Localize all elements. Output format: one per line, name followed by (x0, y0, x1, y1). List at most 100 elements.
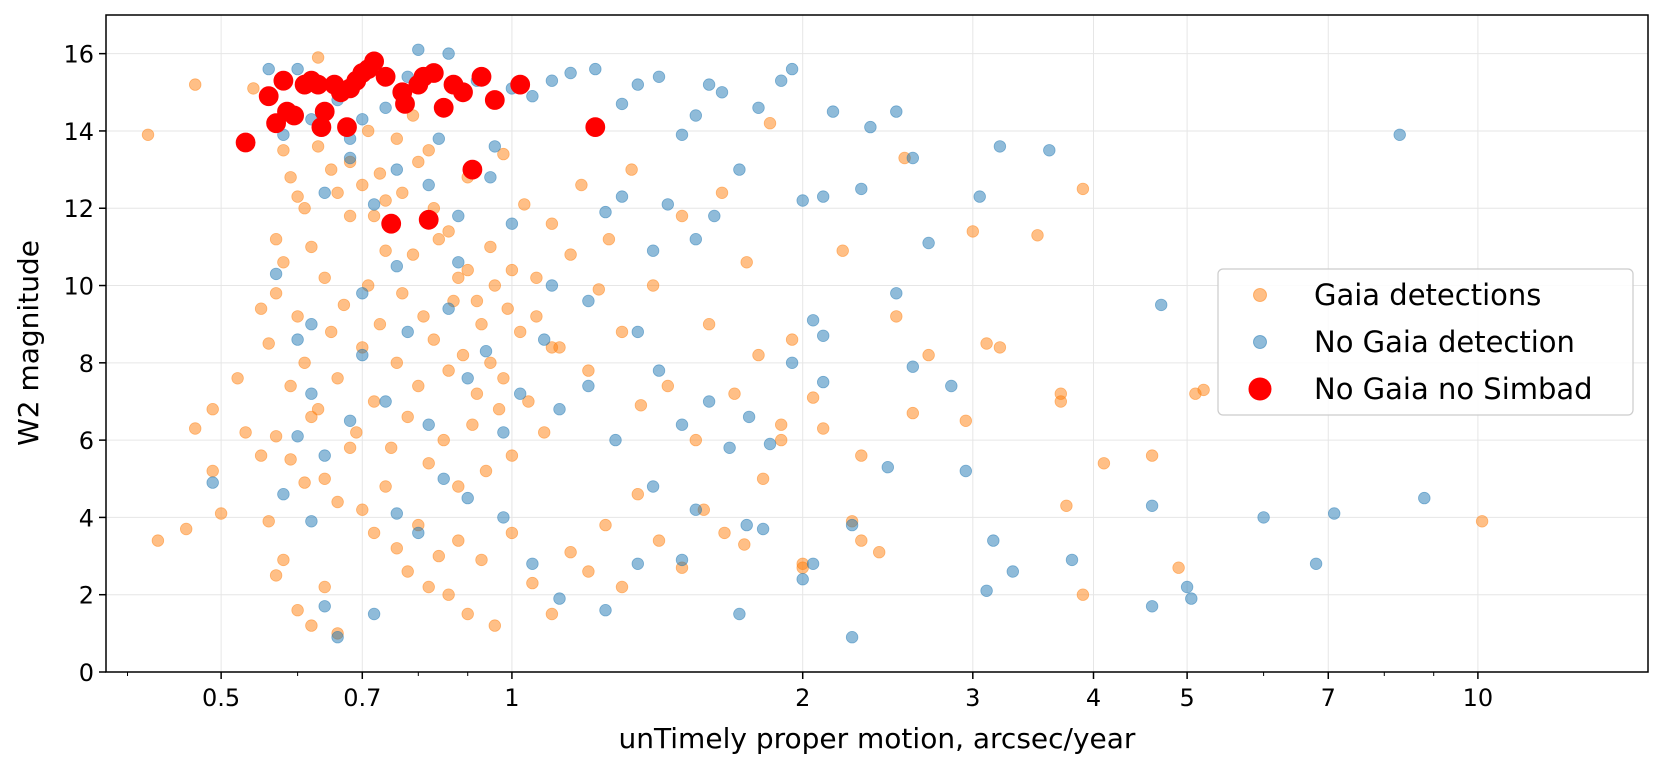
data-point (1145, 499, 1159, 513)
data-point (817, 422, 830, 435)
legend-label: No Gaia no Simbad (1314, 372, 1593, 406)
x-axis: 0.5 0.7 1 2 3 4 5 7 10 (127, 672, 1493, 712)
data-point (775, 74, 788, 87)
data-point (367, 607, 381, 621)
data-point (589, 62, 602, 76)
data-point (1043, 144, 1056, 157)
data-point (269, 430, 283, 443)
data-point (412, 379, 425, 393)
data-point (796, 561, 809, 574)
data-point (585, 117, 606, 137)
data-point (141, 128, 155, 142)
data-point (582, 294, 595, 308)
data-point (631, 557, 645, 571)
y-axis: 0 2 4 6 8 10 12 14 16 (63, 41, 106, 687)
data-point (305, 619, 318, 632)
data-point (740, 518, 753, 532)
legend-marker (1248, 377, 1272, 401)
data-point (417, 310, 430, 323)
data-point (702, 78, 716, 91)
data-point (422, 418, 435, 431)
x-tick-label: 5 (1179, 684, 1194, 712)
data-point (505, 526, 519, 540)
data-point (1060, 499, 1073, 513)
data-point (432, 232, 446, 246)
data-point (646, 279, 660, 292)
data-point (331, 495, 344, 509)
data-point (258, 86, 279, 107)
data-point (855, 182, 868, 196)
data-point (836, 244, 849, 257)
data-point (461, 263, 474, 277)
data-point (343, 441, 357, 455)
data-point (356, 287, 369, 300)
data-point (740, 256, 753, 269)
x-tick-label: 4 (1086, 684, 1101, 712)
data-point (367, 526, 381, 540)
data-point (652, 70, 666, 84)
data-point (453, 82, 473, 103)
data-point (906, 406, 920, 420)
data-point (412, 43, 425, 57)
data-point (331, 631, 344, 644)
data-point (634, 399, 648, 412)
data-point (461, 607, 474, 621)
legend-box (1217, 268, 1634, 416)
data-point (526, 557, 539, 571)
data-point (269, 287, 283, 300)
data-point (298, 356, 311, 370)
data-point (470, 294, 484, 308)
data-point (364, 51, 385, 72)
data-point (582, 364, 595, 377)
data-point (796, 573, 809, 586)
data-point (375, 66, 396, 87)
data-point (401, 410, 414, 424)
data-point (538, 426, 551, 439)
data-point (775, 418, 788, 431)
data-point (505, 217, 519, 230)
data-point (514, 387, 527, 400)
data-point (452, 480, 465, 493)
data-point (845, 631, 859, 644)
x-tick-label: 0.7 (343, 684, 381, 712)
data-point (661, 198, 675, 211)
data-point (615, 325, 629, 339)
data-point (284, 171, 297, 184)
data-point (723, 441, 736, 455)
data-point (373, 318, 387, 331)
axes-frame (105, 14, 1649, 673)
data-point (615, 97, 629, 111)
data-point (406, 248, 420, 261)
data-point (689, 232, 703, 246)
data-point (277, 553, 290, 567)
data-point (390, 542, 404, 555)
legend-marker (1253, 288, 1267, 302)
data-point (311, 51, 325, 64)
x-tick-label: 1 (504, 684, 519, 712)
data-point (497, 372, 510, 385)
data-point (350, 426, 363, 439)
data-point (817, 190, 830, 203)
data-point (1076, 182, 1090, 196)
data-point (615, 190, 629, 203)
data-point (1393, 128, 1406, 142)
data-point (484, 240, 497, 254)
data-point (906, 151, 920, 165)
data-point (452, 271, 465, 285)
x-tick-label: 7 (1321, 684, 1336, 712)
data-point (689, 503, 703, 516)
data-point (462, 159, 483, 180)
data-point (775, 433, 788, 447)
data-point (470, 387, 484, 400)
data-point (817, 375, 830, 389)
data-point (432, 132, 446, 145)
data-point (291, 190, 304, 203)
data-point (318, 580, 331, 594)
data-point (738, 538, 751, 551)
data-point (505, 449, 519, 462)
data-point (718, 526, 731, 540)
data-point (545, 607, 559, 621)
data-point (763, 116, 777, 130)
data-point (752, 348, 765, 362)
data-point (356, 348, 369, 362)
